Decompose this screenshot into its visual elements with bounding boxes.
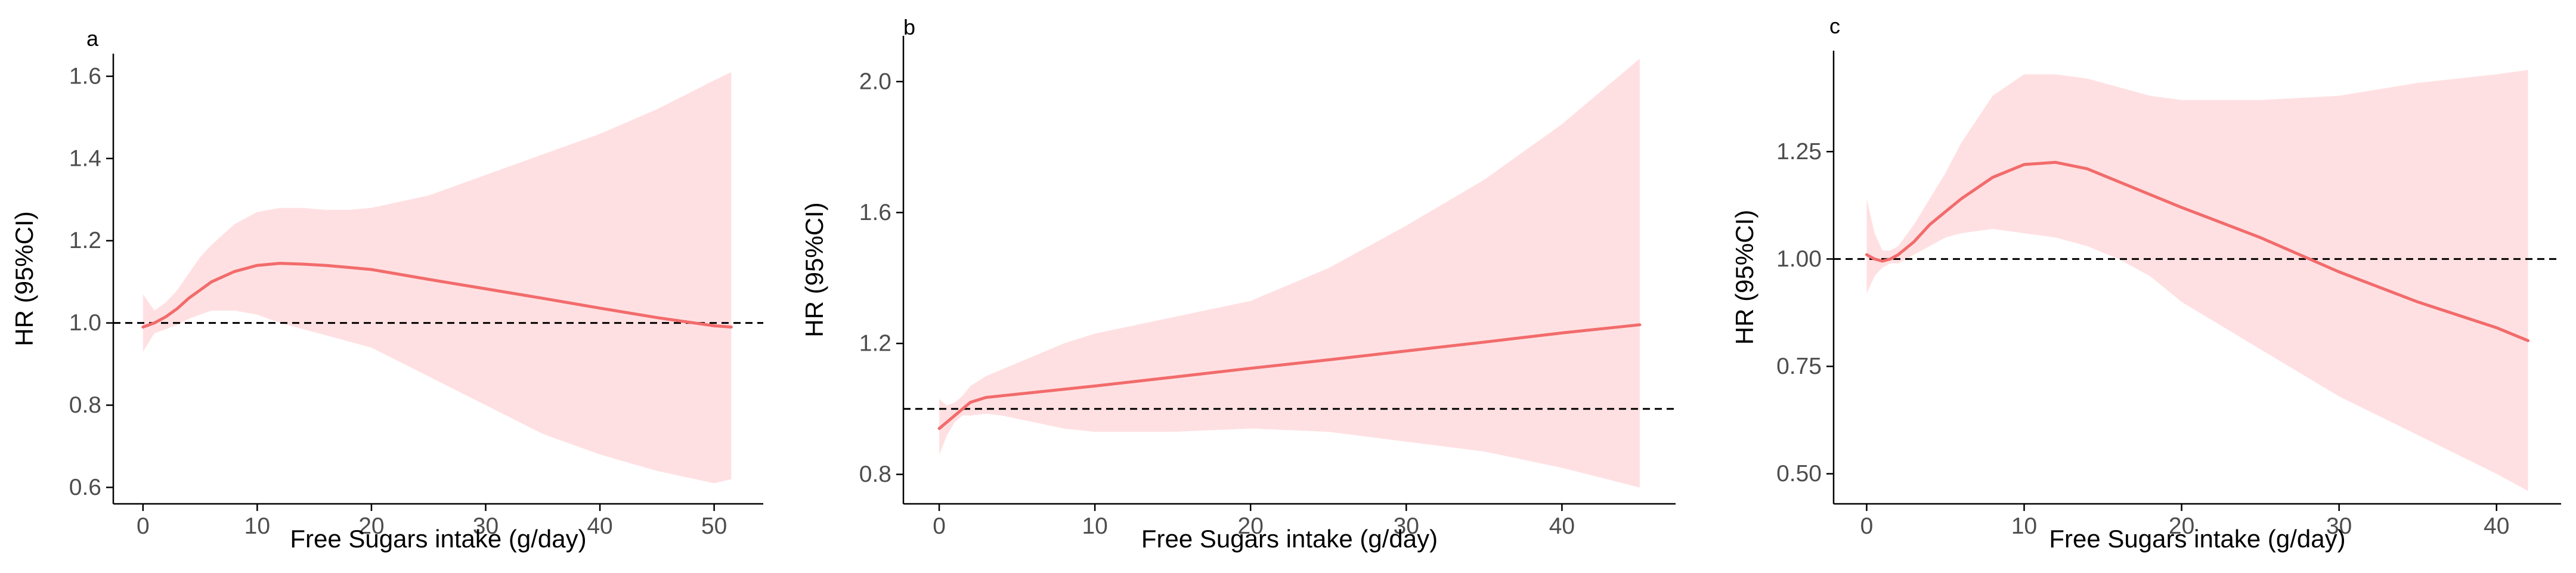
panel-a-y-tick-label: 0.6 (69, 475, 101, 500)
panel-c-y-tick-label: 0.50 (1776, 461, 1822, 487)
panel-a-x-tick-label: 30 (473, 513, 499, 539)
panel-c-x-tick-label: 40 (2484, 513, 2509, 539)
panel-b-label: b (903, 15, 915, 39)
panel-c-y-tick-label: 1.00 (1776, 246, 1822, 272)
panel-b: 0.8 1.2 1.6 2.0 0 10 20 30 40 Free Sugars intake … (800, 15, 1676, 553)
panel-c: 0.50 0.75 1.00 1.25 0 10 20 30 40 Free Sugars int… (1730, 14, 2561, 553)
panel-a-y-tick-label: 1.0 (69, 310, 101, 336)
panel-c-x-tick-label: 10 (2011, 513, 2037, 539)
panel-c-x-tick-label: 0 (1860, 513, 1874, 539)
panel-c-y-tick-label: 0.75 (1776, 354, 1822, 379)
panel-a: 0.6 0.8 1.0 1.2 1.4 1.6 0 10 20 30 40 50 Free Sugars… (10, 26, 763, 553)
panel-a-y-tick-label: 0.8 (69, 392, 101, 418)
panel-c-x-tick-label: 30 (2326, 513, 2352, 539)
panel-c-x-tick-label: 20 (2169, 513, 2194, 539)
panel-a-label: a (86, 26, 99, 51)
panel-a-x-tick-label: 50 (701, 513, 727, 539)
panel-b-y-tick-label: 1.6 (859, 200, 891, 225)
panel-a-y-tick-label: 1.2 (69, 228, 101, 253)
panel-b-y-tick-label: 0.8 (859, 462, 891, 487)
panel-a-x-tick-label: 0 (137, 513, 150, 539)
panel-b-y-tick-label: 2.0 (859, 69, 891, 94)
panel-c-hr-line (1865, 160, 2529, 342)
panel-b-x-axis-title: Free Sugars intake (g/day) (1141, 525, 1438, 553)
panel-b-y-tick-label: 1.2 (859, 331, 891, 357)
panel-a-x-tick-label: 40 (587, 513, 612, 539)
panel-a-y-tick-label: 1.6 (69, 63, 101, 89)
panel-b-y-axis-title: HR (95%CI) (800, 202, 828, 337)
panel-a-x-tick-label: 20 (358, 513, 384, 539)
panel-b-x-tick-label: 0 (933, 513, 946, 539)
panel-a-x-tick-label: 10 (244, 513, 270, 539)
panel-b-ci-band (939, 58, 1640, 488)
panel-c-y-tick-label: 1.25 (1776, 139, 1822, 165)
panel-a-y-tick-label: 1.4 (69, 145, 101, 171)
panel-a-y-axis-title: HR (95%CI) (10, 211, 38, 346)
panel-c-ci-band (1866, 70, 2528, 491)
panel-a-hr-line (141, 262, 733, 329)
panel-c-x-axis-title: Free Sugars intake (g/day) (2049, 525, 2345, 553)
panel-a-ci-band (143, 72, 732, 484)
panel-a-x-axis-title: Free Sugars intake (g/day) (290, 525, 586, 553)
panel-b-hr-line (937, 323, 1642, 430)
panel-b-x-tick-label: 40 (1549, 513, 1575, 539)
panel-b-x-tick-label: 10 (1082, 513, 1107, 539)
panel-b-x-tick-label: 20 (1238, 513, 1264, 539)
panel-b-x-tick-label: 30 (1394, 513, 1419, 539)
panel-c-y-axis-title: HR (95%CI) (1730, 210, 1758, 345)
panel-c-label: c (1829, 14, 1840, 38)
